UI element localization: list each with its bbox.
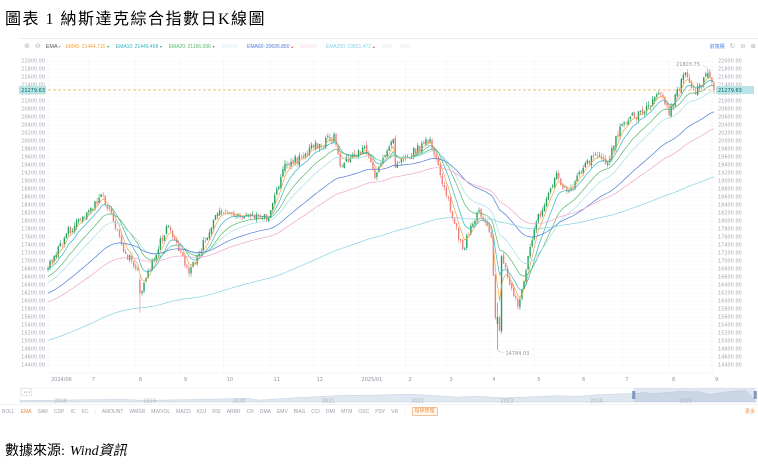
chart-top-divider [20,38,758,39]
ema-value: 21166.096 [187,43,211,50]
indicator-tab[interactable]: ARBR [226,408,241,415]
zoom-in-icon[interactable]: ⊕ [24,43,30,50]
indicator-tab[interactable]: EMV [276,408,288,415]
indicator-tab[interactable]: DMA [259,408,271,415]
ema-legend-row: ⊕ ⊖ EMA ▾ EMA5: 21444.715 EMA10: 21449.4… [24,40,756,53]
indicator-tab[interactable]: CDP [53,408,65,415]
indicator-tab[interactable]: IC [70,408,76,415]
zoom-out-icon[interactable]: ⊖ [34,43,41,50]
source-label: 數據來源: [5,444,65,459]
figure-title: 圖表 1 納斯達克綜合指數日K線圖 [5,11,267,28]
indicator-tab[interactable]: OSC [358,408,370,415]
trend-arrow-icon [290,45,293,49]
ema-value: 21449.468 [134,43,159,50]
indicator-tab[interactable]: MACD [176,408,191,415]
indicator-manage-button[interactable]: 指標管理 [411,407,438,416]
indicator-tab[interactable]: MTM [341,408,353,415]
trend-arrow-icon [159,45,162,49]
ema-legend-item[interactable]: EMA20: 21166.096 [169,44,216,50]
ema-value: 21444.715 [81,43,106,50]
indicator-tab[interactable]: PSY [375,408,386,415]
more-button[interactable]: 更多 [744,409,755,415]
refresh-icon[interactable]: ↻ [729,43,736,50]
ema-legend-item[interactable]: EMA90: [300,44,320,50]
ema-legend-items: EMA5: 21444.715 EMA10: 21449.468 EMA20: … [66,44,413,50]
indicator-tab[interactable]: WMSR [129,408,146,415]
ema-value: 20695.850 [265,43,290,50]
ema-value: 19821.472 [347,43,371,50]
indicator-toolbar: BOLL EMA SAR CDP IC KC | AMOUNT WMSR MWV… [0,404,758,418]
indicator-tab[interactable]: SAR [37,408,48,415]
indicator-tab[interactable]: KDJ [196,408,207,415]
indicator-tab[interactable]: VR [391,408,399,415]
indicator-tab[interactable]: AMOUNT [101,408,124,415]
chart-zoom-out-icon[interactable]: ⊖ [740,43,746,50]
ema-legend-item[interactable]: EMA [400,44,413,50]
ema-legend-item[interactable]: EMA [381,44,394,50]
ema-label: EMA [381,43,393,50]
indicator-tab[interactable]: EMA [20,408,32,415]
ema-label: EMA90: [299,43,318,50]
ema-label: EMA20: [168,43,187,50]
ema-label: EMA5: [65,43,81,50]
trend-arrow-icon [106,45,109,49]
indicator-tab[interactable]: BOLL [2,408,15,415]
indicator-tab[interactable]: DMI [325,408,335,415]
trend-arrow-icon [372,45,375,49]
trend-arrow-icon [212,45,215,49]
indicator-tabs: BOLL EMA SAR CDP IC KC | AMOUNT WMSR MWV… [2,409,406,415]
ema-legend-item[interactable]: EMA5: 21444.715 [66,44,110,50]
ema-label: EMA250: [325,43,347,50]
ema-label: EMA10: [115,43,134,50]
ema-label: EMA60: [247,43,265,50]
indicator-group-label: EMA [45,43,58,50]
ema-label: EMA [400,43,412,50]
indicator-tab[interactable]: RSI [212,408,221,415]
indicator-tab[interactable]: | [404,408,406,415]
chevron-down-icon: ▾ [58,44,61,49]
indicator-tab[interactable]: KC [81,408,89,415]
figure-source: 數據來源: Wind資訊 [5,440,127,460]
ema-legend-item[interactable]: EMA10: 21449.468 [116,44,163,50]
ema-legend-item[interactable]: EMA60: 20695.850 [247,44,294,50]
indicator-tab[interactable]: MWVOL [151,408,171,415]
indicator-group-selector[interactable]: EMA ▾ [46,44,61,50]
price-adjust-button[interactable]: 前復權 [709,44,725,50]
indicator-tab[interactable]: CR [246,408,254,415]
ema-label: EMA30: [221,43,240,50]
indicator-tab[interactable]: | [94,408,96,415]
indicator-tab[interactable]: BIAS [293,408,306,415]
chart-zoom-in-icon[interactable]: ⊕ [750,43,756,50]
ema-legend-item[interactable]: EMA250: 19821.472 [326,44,376,50]
indicator-tab[interactable]: CCI [311,408,320,415]
ema-legend-item[interactable]: EMA30: [221,44,241,50]
source-value: Wind資訊 [69,444,127,459]
